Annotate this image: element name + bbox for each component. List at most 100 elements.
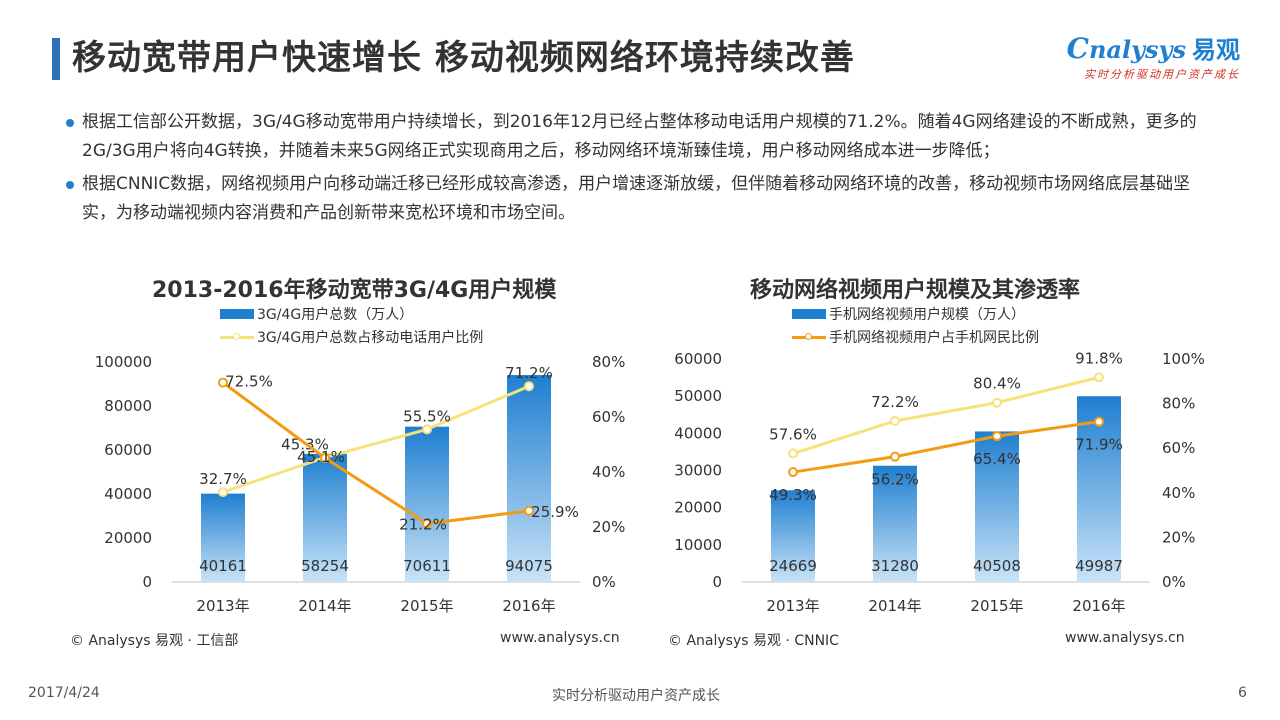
- legend-bar-swatch: [220, 308, 254, 319]
- logo-tagline: 实时分析驱动用户资产成长: [1084, 68, 1240, 81]
- logo-text: nalysys: [1088, 35, 1186, 64]
- legend-label: 手机网络视频用户规模（万人）: [829, 306, 1025, 323]
- analysys-logo: Cnalysys 易观 实时分析驱动用户资产成长: [1066, 32, 1240, 81]
- bar-value-label: 58254: [301, 557, 349, 575]
- series-line: [792, 420, 1100, 474]
- line-value-label: 71.9%: [1075, 436, 1123, 454]
- legend-item: 3G/4G用户总数占移动电话用户比例: [220, 325, 483, 348]
- title-accent-bar: [52, 38, 60, 80]
- bar: [771, 490, 815, 582]
- legend-label: 3G/4G用户总数占移动电话用户比例: [257, 329, 484, 346]
- chart1-source: © Analysys 易观 · 工信部: [70, 633, 239, 649]
- legend-line-swatch: [792, 332, 826, 342]
- line-point: [524, 381, 534, 392]
- y-left-tick-label: 40000: [674, 424, 722, 442]
- line-value-label: 65.4%: [973, 450, 1021, 468]
- bullet-dot-icon: [66, 119, 74, 127]
- bar: [405, 426, 449, 582]
- bullet-text: 根据CNNIC数据，网络视频用户向移动端迁移已经形成较高渗透，用户增速逐渐放缓，…: [82, 174, 1191, 223]
- chart1-title: 2013-2016年移动宽带3G/4G用户规模: [152, 278, 557, 303]
- legend-label: 手机网络视频用户占手机网民比例: [829, 329, 1039, 346]
- line-point: [422, 518, 432, 529]
- bar: [873, 465, 917, 582]
- legend-item: 3G/4G用户总数（万人）: [220, 302, 483, 325]
- line-value-label: 56.2%: [871, 471, 919, 489]
- x-tick-label: 2014年: [868, 597, 921, 615]
- line-point: [1094, 416, 1104, 427]
- y-left-tick-label: 0: [142, 573, 152, 591]
- x-tick-label: 2016年: [1072, 597, 1125, 615]
- line-point: [890, 451, 900, 462]
- legend-label: 3G/4G用户总数（万人）: [257, 306, 414, 323]
- line-point: [788, 448, 798, 459]
- line-point: [890, 415, 900, 426]
- y-right-tick-label: 80%: [592, 353, 625, 371]
- line-value-label: 71.2%: [505, 364, 553, 382]
- y-right-tick-label: 60%: [592, 408, 625, 426]
- y-left-tick-label: 30000: [674, 462, 722, 480]
- line-value-label: 72.2%: [871, 393, 919, 411]
- line-point: [1094, 372, 1104, 383]
- logo-cn: 易观: [1192, 35, 1240, 64]
- chart2-legend: 手机网络视频用户规模（万人） 手机网络视频用户占手机网民比例: [792, 302, 1039, 348]
- x-tick-label: 2013年: [196, 597, 249, 615]
- bar-value-label: 24669: [769, 557, 817, 575]
- y-right-tick-label: 40%: [592, 463, 625, 481]
- line-value-label: 21.2%: [399, 516, 447, 534]
- x-tick-label: 2015年: [400, 597, 453, 615]
- y-left-tick-label: 0: [712, 573, 722, 591]
- chart1-website: www.analysys.cn: [500, 630, 620, 646]
- line-value-label: 25.9%: [531, 503, 579, 521]
- legend-bar-swatch: [792, 308, 826, 319]
- bar-value-label: 70611: [403, 557, 451, 575]
- line-value-label: 91.8%: [1075, 349, 1123, 367]
- bar-value-label: 40161: [199, 557, 247, 575]
- chart1-legend: 3G/4G用户总数（万人） 3G/4G用户总数占移动电话用户比例: [220, 302, 483, 348]
- line-value-label: 32.7%: [199, 470, 247, 488]
- line-point: [992, 431, 1002, 442]
- page-number: 6: [1238, 685, 1247, 701]
- y-left-tick-label: 10000: [674, 536, 722, 554]
- footer-tagline: 实时分析驱动用户资产成长: [552, 688, 720, 704]
- chart2-plot: 0 10000 20000 30000 40000 50000 60000 0% 20% 40% 6…: [674, 349, 1205, 615]
- chart2-website: www.analysys.cn: [1065, 630, 1185, 646]
- series-line: [792, 375, 1100, 455]
- y-right-tick-label: 40%: [1162, 484, 1195, 502]
- line-point: [788, 467, 798, 478]
- x-tick-label: 2015年: [970, 597, 1023, 615]
- bullet-item: 根据工信部公开数据，3G/4G移动宽带用户持续增长，到2016年12月已经占整体…: [66, 108, 1216, 166]
- line-point: [422, 424, 432, 435]
- line-value-label: 80.4%: [973, 375, 1021, 393]
- y-left-tick-label: 60000: [104, 441, 152, 459]
- line-value-label: 55.5%: [403, 407, 451, 425]
- chart2-title: 移动网络视频用户规模及其渗透率: [750, 278, 1081, 303]
- y-left-tick-label: 60000: [674, 350, 722, 368]
- bullet-dot-icon: [66, 181, 74, 189]
- line-point: [218, 487, 228, 498]
- chart2-source: © Analysys 易观 · CNNIC: [668, 633, 839, 649]
- page-title: 移动宽带用户快速增长 移动视频网络环境持续改善: [72, 38, 855, 78]
- line-point: [524, 505, 534, 516]
- line-point: [992, 397, 1002, 408]
- y-right-tick-label: 20%: [592, 518, 625, 536]
- legend-line-swatch: [220, 332, 254, 342]
- series-line: [222, 384, 530, 494]
- y-left-tick-label: 50000: [674, 387, 722, 405]
- y-right-tick-label: 20%: [1162, 528, 1195, 546]
- footer-date: 2017/4/24: [28, 685, 100, 701]
- y-left-tick-label: 20000: [104, 529, 152, 547]
- series-line: [222, 381, 530, 526]
- legend-item: 手机网络视频用户占手机网民比例: [792, 325, 1039, 348]
- line-point: [218, 377, 228, 388]
- bar: [975, 431, 1019, 582]
- y-left-tick-label: 20000: [674, 499, 722, 517]
- line-value-label: 45.1%: [297, 448, 345, 466]
- legend-item: 手机网络视频用户规模（万人）: [792, 302, 1039, 325]
- bar-value-label: 31280: [871, 557, 919, 575]
- bar: [507, 375, 551, 582]
- y-right-tick-label: 60%: [1162, 439, 1195, 457]
- bullet-list: 根据工信部公开数据，3G/4G移动宽带用户持续增长，到2016年12月已经占整体…: [66, 108, 1216, 232]
- chart1-plot: 0 20000 40000 60000 80000 100000 0% 20% 40% 60% 80…: [95, 353, 626, 615]
- y-right-tick-label: 100%: [1162, 350, 1205, 368]
- bullet-text: 根据工信部公开数据，3G/4G移动宽带用户持续增长，到2016年12月已经占整体…: [82, 112, 1197, 161]
